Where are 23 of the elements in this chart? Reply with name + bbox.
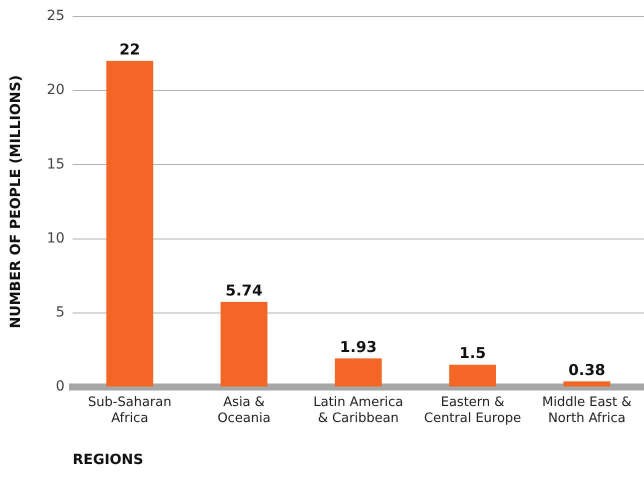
data-label: 22 bbox=[119, 40, 140, 58]
x-tick-label: Latin America & Caribbean bbox=[313, 395, 404, 426]
y-tick-label: 25 bbox=[46, 8, 65, 24]
bar bbox=[106, 60, 154, 386]
y-axis-title: NUMBER OF PEOPLE (MILLIONS) bbox=[8, 75, 24, 328]
y-tick-label: 20 bbox=[46, 82, 65, 98]
data-label: 0.38 bbox=[568, 360, 606, 379]
bar bbox=[563, 381, 610, 386]
y-tick-label: 15 bbox=[46, 156, 65, 172]
data-label: 5.74 bbox=[226, 281, 263, 300]
bar bbox=[449, 364, 496, 386]
x-tick-label: Sub-Saharan Africa bbox=[88, 395, 172, 426]
y-tick-label: 5 bbox=[56, 304, 65, 321]
bar bbox=[220, 302, 268, 386]
bar bbox=[334, 358, 382, 386]
x-tick-label: Eastern & Central Europe bbox=[424, 395, 522, 426]
data-label: 1.5 bbox=[459, 344, 486, 362]
y-tick-label: 10 bbox=[46, 230, 65, 246]
x-tick-label: Middle East & North Africa bbox=[542, 395, 632, 426]
y-tick-label: 0 bbox=[56, 378, 65, 395]
data-label: 1.93 bbox=[340, 338, 377, 356]
x-axis-title: REGIONS bbox=[72, 452, 144, 468]
x-tick-label: Asia & Oceania bbox=[217, 395, 271, 426]
